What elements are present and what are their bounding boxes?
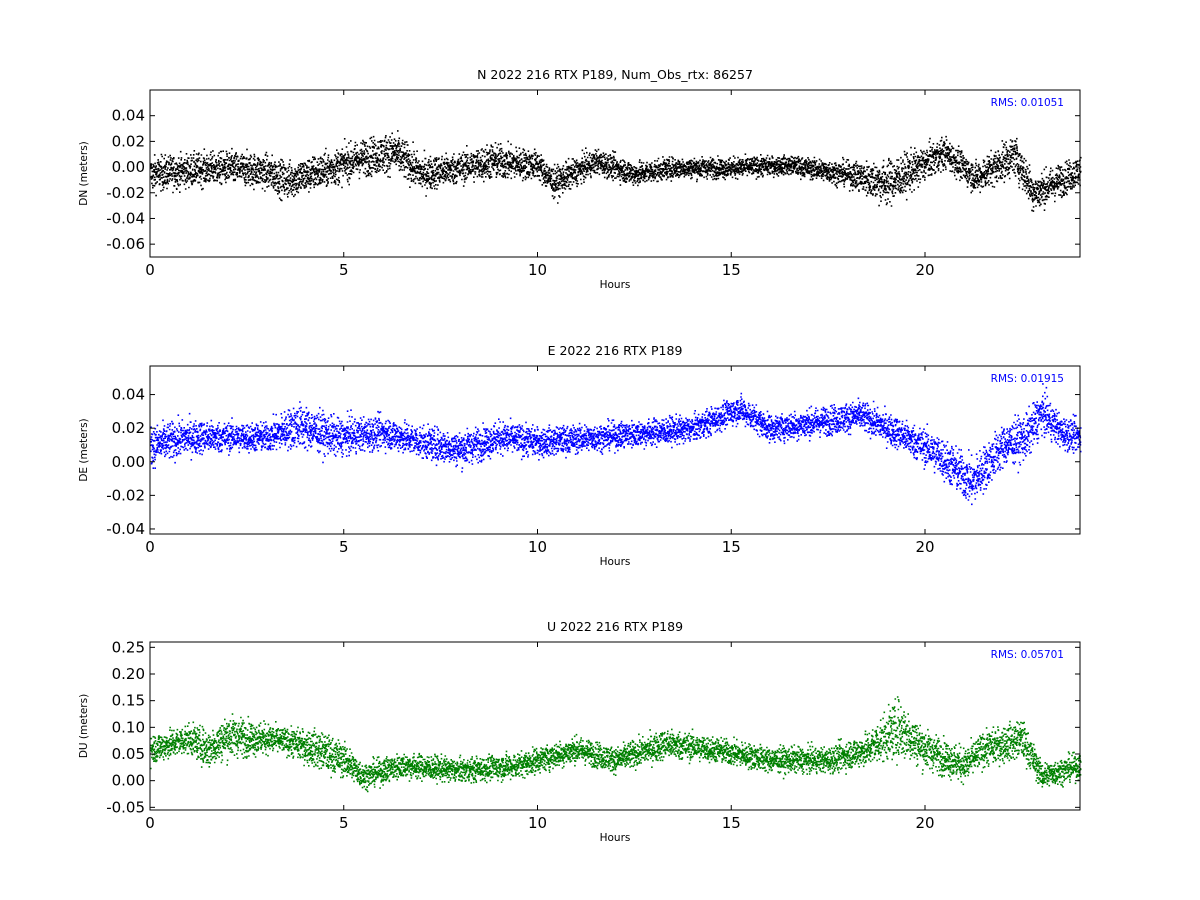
up-plot-frame xyxy=(149,641,1081,811)
up-x-tick-label: 5 xyxy=(339,814,349,832)
up-y-tick-label: 0.20 xyxy=(112,665,145,683)
north-x-tick-label: 20 xyxy=(915,261,934,279)
north-y-axis-label: DN (meters) xyxy=(78,141,90,206)
north-plot-frame xyxy=(149,89,1081,258)
east-x-tick-label: 10 xyxy=(528,538,547,556)
north-series-0 xyxy=(150,130,1082,212)
east-x-tick-label: 0 xyxy=(145,538,155,556)
north-y-tick-label: 0.00 xyxy=(112,158,145,176)
up-scatter-points xyxy=(150,696,1082,793)
north-y-tick-label: -0.04 xyxy=(106,209,145,227)
east-scatter-points xyxy=(150,383,1082,506)
panel-east: -0.04 -0.02 0.00 0.02 0.04 0 5 10 15 20 E 2022 2… xyxy=(78,343,1082,568)
east-x-axis-label: Hours xyxy=(600,556,631,568)
up-y-tick-label: 0.15 xyxy=(112,692,145,710)
east-y-tick-label: -0.04 xyxy=(106,520,145,538)
east-x-tick-label: 15 xyxy=(722,538,741,556)
up-x-tick-label: 15 xyxy=(722,814,741,832)
east-y-tick-label: 0.00 xyxy=(112,453,145,471)
up-series-0 xyxy=(150,696,1082,793)
east-y-tick-label: 0.02 xyxy=(112,419,145,437)
east-rms-annotation: RMS: 0.01915 xyxy=(991,373,1064,385)
north-y-axis: -0.06 -0.04 -0.02 0.00 0.02 0.04 xyxy=(106,107,1080,253)
east-y-axis: -0.04 -0.02 0.00 0.02 0.04 xyxy=(106,386,1080,538)
east-plot-frame xyxy=(149,365,1081,535)
up-x-tick-label: 10 xyxy=(528,814,547,832)
up-x-tick-label: 20 xyxy=(915,814,934,832)
east-series-0 xyxy=(150,383,1082,506)
north-x-tick-label: 10 xyxy=(528,261,547,279)
east-y-tick-label: 0.04 xyxy=(112,386,145,404)
north-y-tick-label: 0.04 xyxy=(112,107,145,125)
up-y-axis-label: DU (meters) xyxy=(78,694,90,758)
east-x-tick-label: 20 xyxy=(915,538,934,556)
up-x-axis: 0 5 10 15 20 xyxy=(145,642,935,832)
up-rms-annotation: RMS: 0.05701 xyxy=(991,649,1064,661)
north-y-tick-label: 0.02 xyxy=(112,132,145,150)
north-x-tick-label: 15 xyxy=(722,261,741,279)
up-y-tick-label: -0.05 xyxy=(106,798,145,816)
north-rms-annotation: RMS: 0.01051 xyxy=(991,97,1064,109)
east-x-tick-label: 5 xyxy=(339,538,349,556)
east-x-axis: 0 5 10 15 20 xyxy=(145,366,935,556)
up-x-tick-label: 0 xyxy=(145,814,155,832)
north-chart-title: N 2022 216 RTX P189, Num_Obs_rtx: 86257 xyxy=(477,67,753,82)
up-y-tick-label: 0.05 xyxy=(112,745,145,763)
north-scatter-points xyxy=(150,130,1082,212)
north-x-axis: 0 5 10 15 20 xyxy=(145,90,935,279)
up-x-axis-label: Hours xyxy=(600,832,631,844)
up-chart-title: U 2022 216 RTX P189 xyxy=(547,619,683,634)
north-y-tick-label: -0.06 xyxy=(106,235,145,253)
panel-north: -0.06 -0.04 -0.02 0.00 0.02 0.04 0 5 10 15 20 N 2… xyxy=(78,67,1082,291)
up-y-tick-label: 0.00 xyxy=(112,772,145,790)
north-x-tick-label: 5 xyxy=(339,261,349,279)
up-y-tick-label: 0.25 xyxy=(112,638,145,656)
up-y-axis: -0.05 0.00 0.05 0.10 0.15 0.20 0.25 xyxy=(106,638,1080,816)
east-y-axis-label: DE (meters) xyxy=(78,418,90,481)
north-y-tick-label: -0.02 xyxy=(106,184,145,202)
east-y-tick-label: -0.02 xyxy=(106,486,145,504)
north-x-tick-label: 0 xyxy=(145,261,155,279)
panel-up: -0.05 0.00 0.05 0.10 0.15 0.20 0.25 0 5 10 15 20 U… xyxy=(78,619,1082,844)
up-y-tick-label: 0.10 xyxy=(112,718,145,736)
east-chart-title: E 2022 216 RTX P189 xyxy=(548,343,683,358)
north-x-axis-label: Hours xyxy=(600,279,631,291)
